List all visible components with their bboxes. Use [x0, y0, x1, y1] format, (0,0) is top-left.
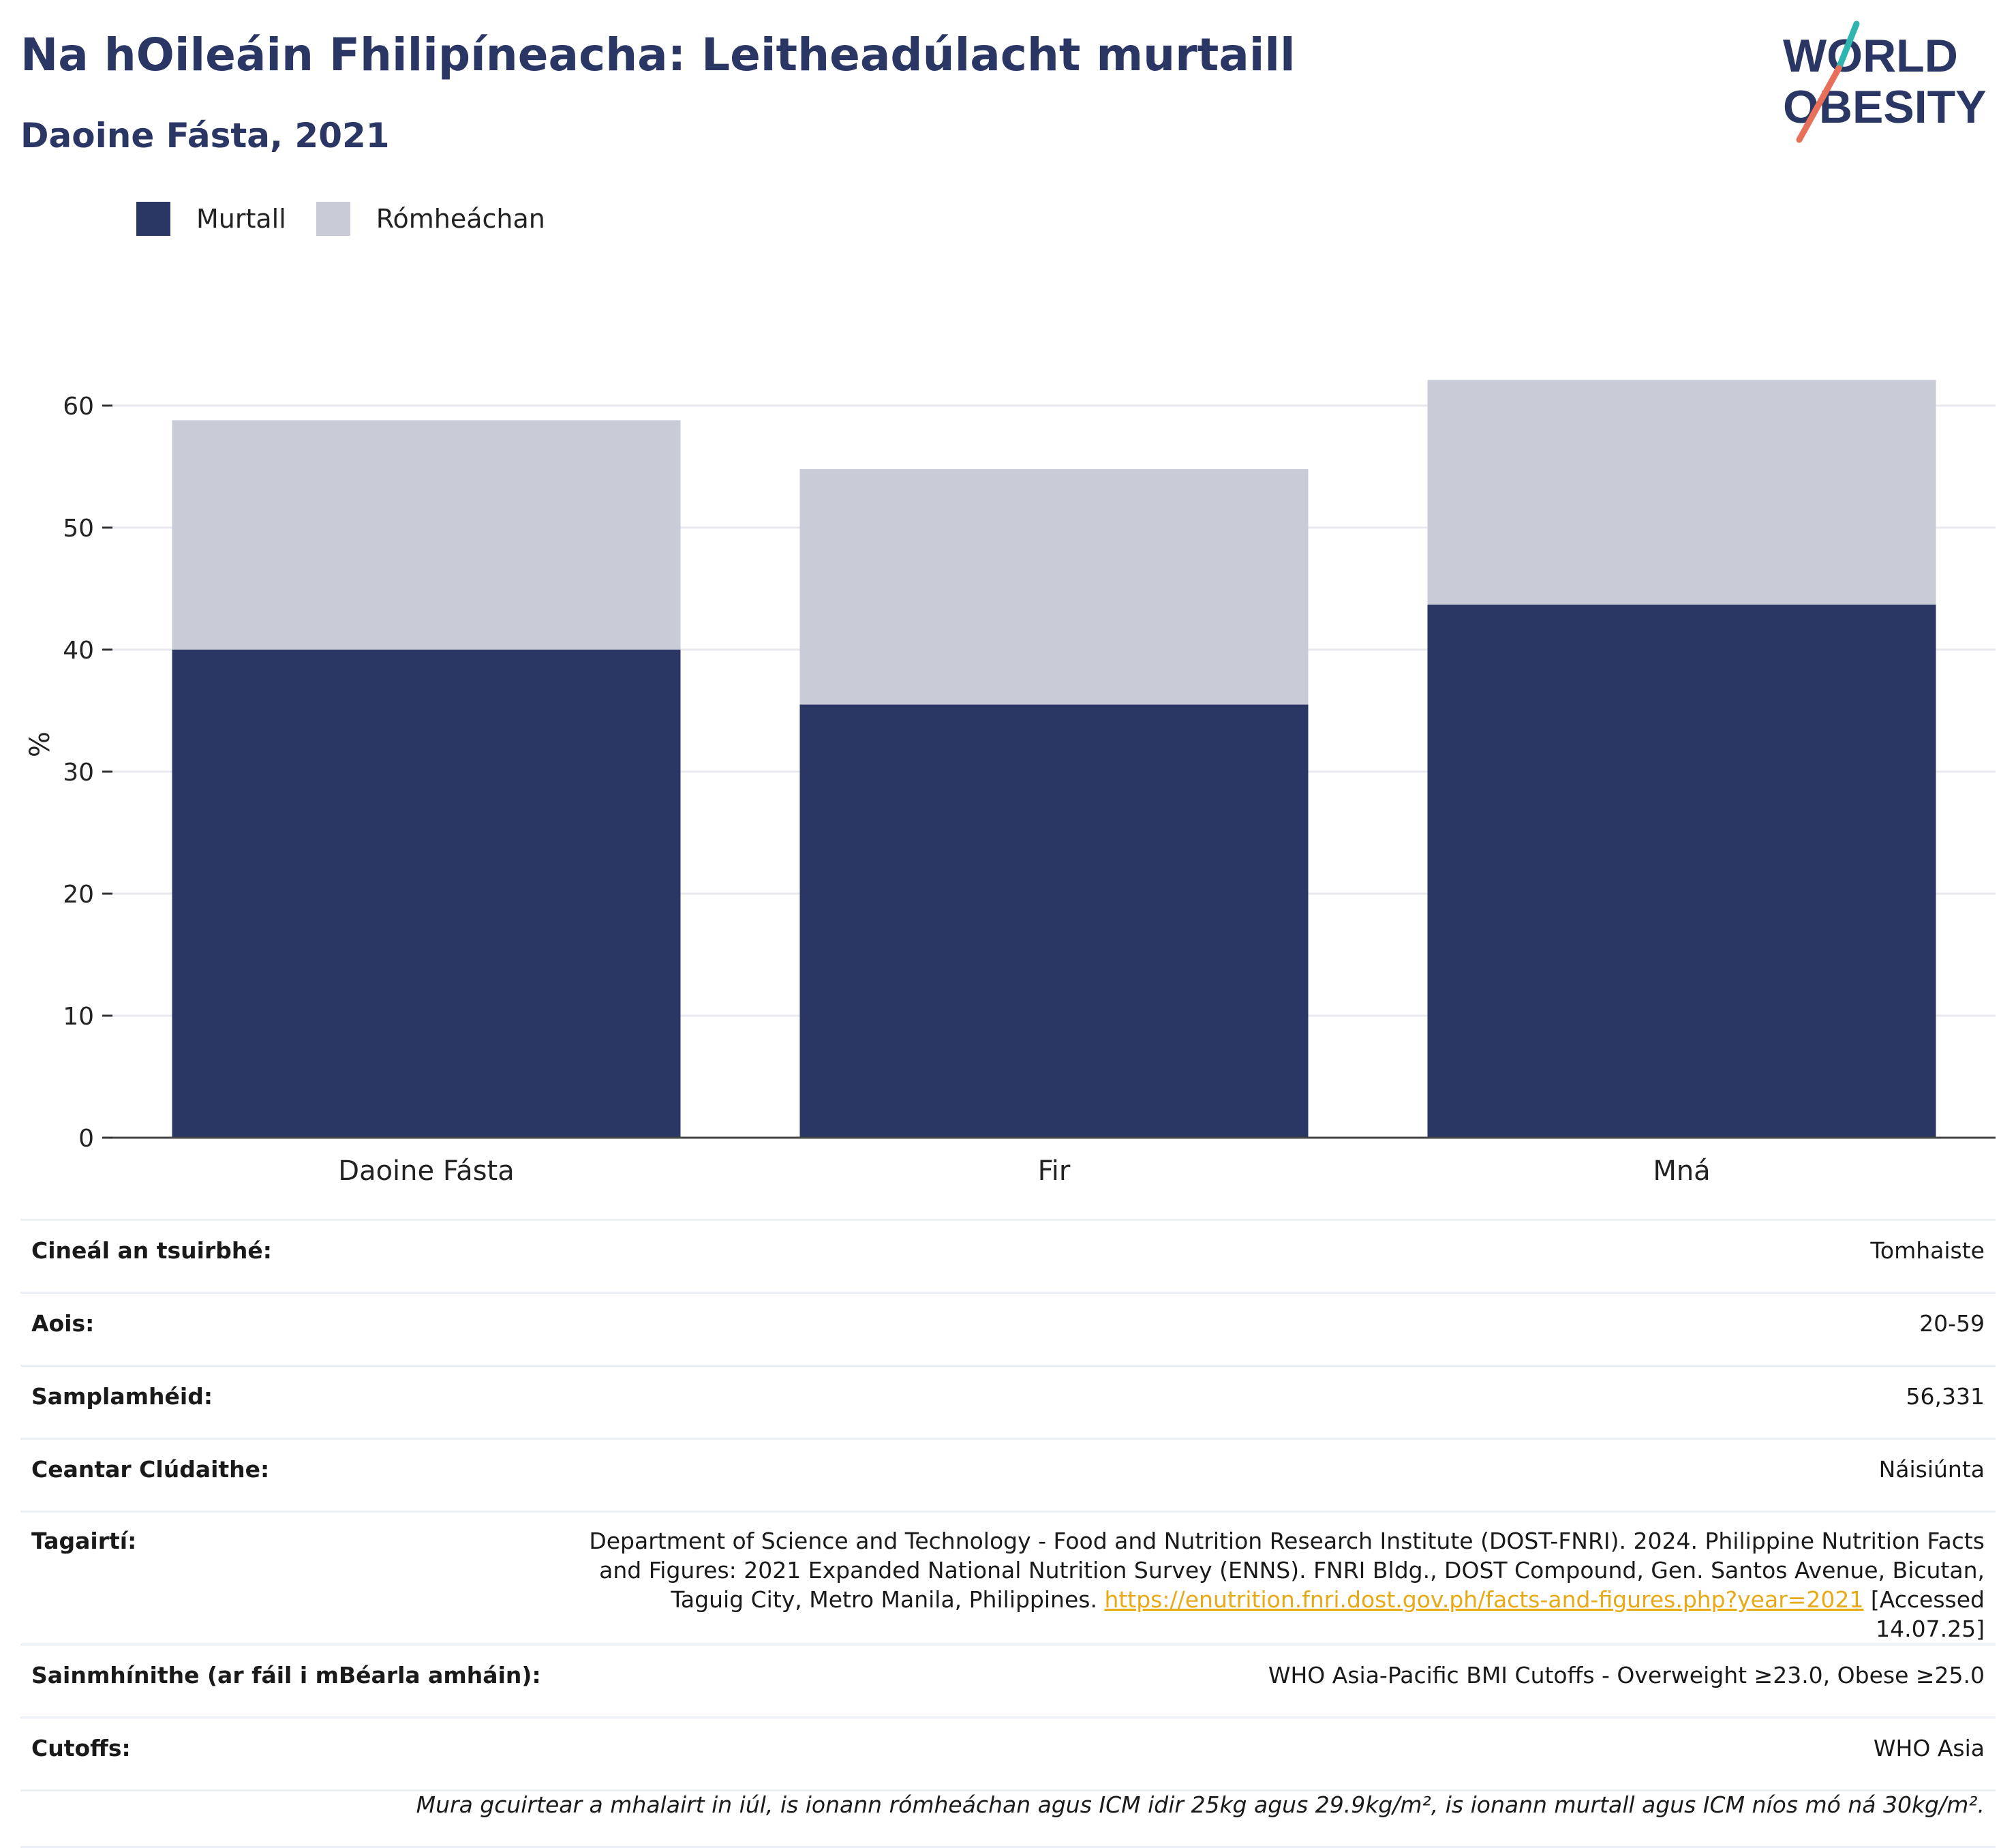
logo-word-2: OBESITY	[1783, 81, 1987, 133]
info-label-survey-type: Cineál an tsuirbhé:	[20, 1219, 552, 1293]
info-row-area: Ceantar Clúdaithe: Náisiúnta	[20, 1438, 1996, 1512]
y-tick-label: 30	[63, 759, 94, 787]
chart-legend: Murtall Rómheáchan	[136, 202, 575, 236]
chart-title: Na hOileáin Fhilipíneacha: Leitheadúlach…	[20, 29, 1296, 81]
legend-label-obese: Murtall	[196, 204, 286, 234]
info-note: Mura gcuirtear a mhalairt in iúl, is ion…	[20, 1789, 1996, 1848]
legend-swatch-obese	[136, 202, 170, 236]
info-value-survey-type: Tomhaiste	[551, 1219, 1996, 1293]
bar-chart: 0 10 20 30 40 50 60% Daoine Fásta Fir Mná	[25, 380, 1996, 1187]
x-tick-label: Daoine Fásta	[338, 1155, 514, 1187]
bar-obese	[1427, 604, 1936, 1138]
info-row-sample-size: Samplamhéid: 56,331	[20, 1365, 1996, 1439]
info-label-references: Tagairtí:	[20, 1511, 552, 1645]
bar-overweight	[1427, 380, 1936, 605]
info-value-area: Náisiúnta	[551, 1438, 1996, 1512]
info-value-references: Department of Science and Technology - F…	[551, 1511, 1996, 1645]
y-tick-label: 20	[63, 881, 94, 909]
y-axis-title: %	[25, 731, 56, 757]
logo-slash-coral	[1796, 65, 1842, 143]
y-tick-label: 60	[63, 393, 94, 421]
info-label-sample-size: Samplamhéid:	[20, 1365, 552, 1439]
info-row-definitions: Sainmhínithe (ar fáil i mBéarla amháin):…	[20, 1643, 1996, 1718]
bar-overweight	[799, 469, 1309, 705]
reference-accessed: [Accessed 14.07.25]	[1863, 1586, 1985, 1642]
info-value-sample-size: 56,331	[551, 1365, 1996, 1439]
x-tick-label: Fir	[1038, 1155, 1071, 1187]
reference-link[interactable]: https://enutrition.fnri.dost.gov.ph/fact…	[1104, 1586, 1864, 1613]
y-tick-label: 40	[63, 637, 94, 665]
legend-label-overweight: Rómheáchan	[376, 204, 545, 234]
reference-text: Department of Science and Technology - F…	[589, 1528, 1985, 1613]
info-row-age: Aois: 20-59	[20, 1292, 1996, 1366]
logo-slash-teal	[1835, 20, 1860, 72]
y-tick-label: 50	[63, 515, 94, 543]
chart-subtitle: Daoine Fásta, 2021	[20, 116, 390, 155]
world-obesity-logo: WORLD OBESITY	[1783, 20, 1987, 143]
legend-swatch-overweight	[316, 202, 350, 236]
info-value-cutoffs: WHO Asia	[551, 1716, 1996, 1791]
info-label-area: Ceantar Clúdaithe:	[20, 1438, 552, 1512]
bar-obese	[799, 704, 1309, 1138]
x-tick-label: Mná	[1653, 1155, 1710, 1187]
logo-word-1: WORLD	[1783, 30, 1958, 82]
info-value-age: 20-59	[551, 1292, 1996, 1366]
legend-item-overweight: Rómheáchan	[316, 202, 545, 236]
info-value-definitions: WHO Asia-Pacific BMI Cutoffs - Overweigh…	[551, 1643, 1996, 1718]
info-row-references: Tagairtí: Department of Science and Tech…	[20, 1511, 1996, 1645]
y-tick-label: 10	[63, 1003, 94, 1031]
info-row-survey-type: Cineál an tsuirbhé: Tomhaiste	[20, 1219, 1996, 1293]
y-tick-label: 0	[78, 1125, 94, 1153]
survey-info-table: Cineál an tsuirbhé: Tomhaiste Aois: 20-5…	[20, 1219, 1996, 1848]
legend-item-obese: Murtall	[136, 202, 286, 236]
info-row-cutoffs: Cutoffs: WHO Asia	[20, 1716, 1996, 1791]
info-label-cutoffs: Cutoffs:	[20, 1716, 552, 1791]
info-label-definitions: Sainmhínithe (ar fáil i mBéarla amháin):	[20, 1643, 552, 1718]
info-row-note: Mura gcuirtear a mhalairt in iúl, is ion…	[20, 1789, 1996, 1848]
info-label-age: Aois:	[20, 1292, 552, 1366]
bar-overweight	[172, 420, 681, 650]
bar-obese	[172, 650, 681, 1138]
